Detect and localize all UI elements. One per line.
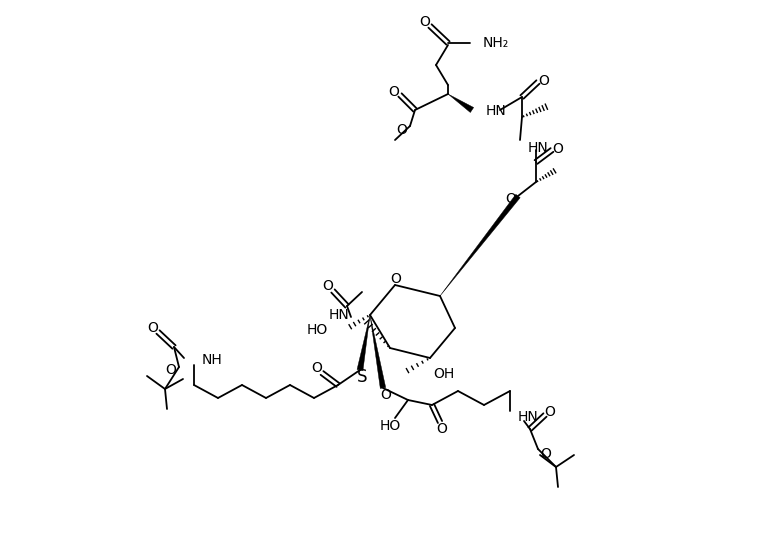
Text: HN: HN xyxy=(486,104,507,118)
Text: O: O xyxy=(436,422,448,436)
Text: O: O xyxy=(553,142,563,156)
Text: O: O xyxy=(388,85,400,99)
Text: NH: NH xyxy=(202,353,223,367)
Text: O: O xyxy=(420,15,430,29)
Text: OH: OH xyxy=(433,367,454,381)
Text: O: O xyxy=(505,192,517,206)
Text: O: O xyxy=(166,363,176,377)
Polygon shape xyxy=(370,315,386,388)
Text: O: O xyxy=(312,361,322,375)
Text: O: O xyxy=(540,447,552,461)
Text: O: O xyxy=(322,279,334,293)
Text: HN: HN xyxy=(528,141,549,155)
Text: S: S xyxy=(356,368,367,386)
Text: HO: HO xyxy=(307,323,328,337)
Text: NH₂: NH₂ xyxy=(483,36,509,50)
Text: HN: HN xyxy=(518,410,539,424)
Polygon shape xyxy=(440,194,520,296)
Text: O: O xyxy=(539,74,549,88)
Text: O: O xyxy=(397,123,407,137)
Text: O: O xyxy=(391,272,401,286)
Polygon shape xyxy=(448,94,473,112)
Text: O: O xyxy=(545,405,556,419)
Text: O: O xyxy=(147,321,158,335)
Text: HN: HN xyxy=(328,308,349,322)
Text: HO: HO xyxy=(379,419,401,433)
Polygon shape xyxy=(357,315,370,371)
Text: O: O xyxy=(381,388,391,402)
